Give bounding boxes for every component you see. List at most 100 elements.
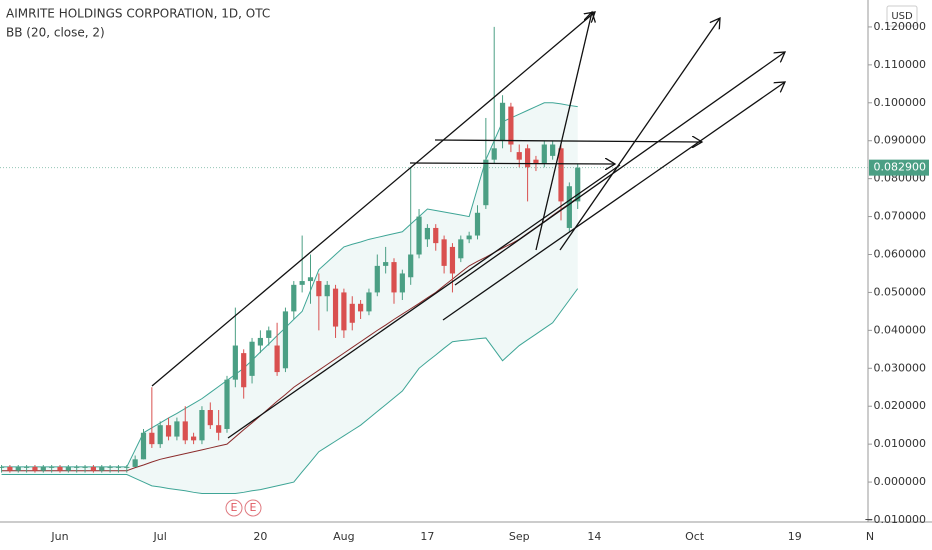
candle-body [15, 466, 21, 471]
candle-body [65, 466, 71, 471]
currency-box[interactable] [886, 5, 918, 27]
candle-body [7, 466, 13, 471]
candle-body [282, 311, 289, 369]
candle-body [332, 288, 339, 327]
horizontal-line [434, 140, 702, 142]
y-tick-label: 0.090000 [874, 134, 927, 147]
candle-body [416, 216, 422, 255]
x-tick-label: 19 [788, 530, 802, 543]
horizontal-line [409, 163, 615, 164]
x-tick-label: Sep [509, 530, 530, 543]
candle-body [483, 159, 489, 206]
indicator-label: BB (20, close, 2) [6, 26, 105, 40]
y-tick-label: 0.020000 [874, 399, 927, 412]
candle-body [274, 345, 280, 373]
last-price-label: 0.082900 [874, 161, 927, 174]
candle-body [307, 277, 314, 282]
trend-line [442, 82, 785, 321]
candle-body [349, 303, 355, 323]
candle-body [224, 379, 230, 429]
y-tick-label: 0.000000 [874, 475, 927, 488]
y-tick-label: 0.010000 [874, 437, 927, 450]
earnings-label: E [250, 501, 257, 514]
y-tick-label: 0.120000 [874, 20, 927, 33]
candle-body [149, 432, 155, 445]
candle-body [90, 466, 96, 471]
candle-body [299, 281, 305, 285]
candle-body [199, 410, 205, 441]
chart-title: AIMRITE HOLDINGS CORPORATION, 1D, OTC [6, 7, 270, 21]
candle-body [132, 459, 138, 467]
trend-line [151, 12, 595, 387]
earnings-marker[interactable] [244, 499, 262, 517]
earnings-marker[interactable] [225, 499, 243, 517]
candle-body [374, 265, 380, 293]
trend-line [227, 164, 621, 439]
x-tick-label: Oct [685, 530, 705, 543]
y-tick-label: −0.010000 [864, 513, 926, 526]
candle-body [40, 466, 46, 471]
candle-body [391, 262, 397, 293]
y-tick-label: 0.070000 [874, 210, 927, 223]
candle-body [366, 292, 372, 312]
candle-body [191, 436, 197, 441]
last-price-box [869, 159, 929, 176]
candle-body [358, 303, 364, 312]
candle-body [541, 144, 547, 164]
candle-body [575, 167, 581, 202]
candle-body [99, 466, 105, 471]
candle-body [216, 425, 222, 433]
x-tick-label: 14 [587, 530, 601, 543]
x-tick-label: Jul [153, 530, 167, 543]
candle-body [57, 466, 63, 471]
candle-body [424, 227, 430, 240]
y-tick-label: 0.040000 [874, 323, 927, 336]
candle-body [458, 239, 464, 259]
candle-body [291, 284, 297, 312]
x-tick-label: 20 [253, 530, 267, 543]
currency: USD [891, 11, 913, 22]
y-tick-label: 0.100000 [874, 96, 927, 109]
y-tick-label: 0.030000 [874, 361, 927, 374]
price-axis [868, 0, 932, 550]
candle-body [550, 144, 556, 156]
candle-body [157, 425, 163, 445]
candle-body [408, 254, 414, 278]
candle-body [266, 330, 272, 338]
candle-body [24, 466, 30, 468]
trend-line [559, 18, 720, 251]
candle-body [165, 425, 172, 437]
candle-body [433, 227, 439, 244]
x-tick-label: Jun [50, 530, 68, 543]
candle-body [558, 148, 564, 202]
candle-body [508, 106, 514, 145]
candle-body [107, 466, 113, 468]
y-tick-label: 0.060000 [874, 248, 927, 261]
candle-body [516, 152, 522, 160]
candle-body [257, 337, 263, 346]
candle-body [124, 466, 130, 468]
candle-body [316, 281, 322, 297]
candle-body [466, 235, 472, 240]
candle-body [174, 421, 180, 437]
candle-body [491, 148, 497, 160]
candle-body [566, 186, 572, 228]
upper-band [1, 102, 578, 468]
candle-body [324, 284, 330, 297]
candle-body [241, 353, 247, 388]
drawings [151, 12, 785, 439]
y-tick-label: 0.050000 [874, 285, 927, 298]
candle-body [82, 466, 88, 468]
axes: −0.010000 0.000000 0.010000 0.020000 0.03000… [50, 20, 929, 543]
candle-body [441, 239, 447, 266]
candle-body [0, 466, 5, 468]
x-tick-label: 17 [420, 530, 434, 543]
candle-body [74, 466, 80, 468]
candle-body [49, 466, 55, 468]
earnings-markers: E E [225, 499, 262, 517]
candle-body [533, 159, 539, 164]
basis-line [1, 197, 578, 472]
y-tick-label: 0.110000 [874, 58, 927, 71]
